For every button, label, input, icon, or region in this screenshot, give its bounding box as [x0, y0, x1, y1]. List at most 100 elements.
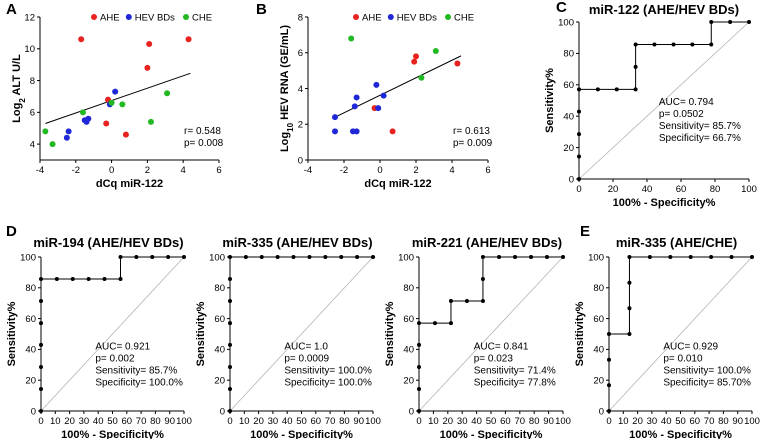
x-tick-label: 70 — [325, 416, 336, 427]
y-tick-label: 80 — [25, 283, 36, 294]
roc-point — [577, 154, 581, 159]
roc-point — [39, 342, 43, 347]
roc-point — [448, 321, 453, 326]
roc-point — [652, 42, 657, 47]
point-hev-bds — [332, 128, 338, 135]
point-hev-bds — [353, 128, 360, 135]
regression-line — [45, 72, 191, 124]
point-che — [119, 101, 126, 108]
roc-point — [577, 109, 581, 114]
roc-point — [545, 255, 550, 259]
point-ahe — [413, 53, 419, 60]
stat-text: Sensitivity= 71.4% — [474, 365, 556, 376]
y-label-part: Log — [11, 103, 23, 123]
y-tick-label: 2 — [298, 120, 303, 131]
y-label-part: ALT U/L — [11, 54, 23, 98]
roc-point — [647, 255, 652, 259]
x-tick-label: 10 — [50, 416, 61, 427]
x-tick-label: 6 — [216, 165, 221, 176]
reference-diagonal — [40, 256, 185, 412]
x-axis-label: 100% - Specificity% — [61, 429, 164, 439]
x-tick-label: 90 — [164, 416, 175, 427]
x-tick-label: 60 — [500, 416, 511, 427]
point-hev-bds — [351, 103, 358, 110]
y-tick-label: 0 — [31, 406, 36, 417]
x-tick-label: 90 — [543, 416, 554, 427]
x-tick-label: 6 — [485, 165, 490, 176]
stat-text: r= 0.613 — [453, 126, 490, 137]
legend-label: HEV BDs — [397, 13, 437, 24]
y-tick-label: 100 — [588, 252, 604, 263]
legend-label: HEV BDs — [135, 13, 175, 24]
y-axis-label: Sensitivity% — [544, 68, 556, 133]
x-tick-label: 4 — [181, 165, 186, 176]
point-che — [147, 118, 154, 125]
y-tick-label: 100 — [558, 17, 574, 28]
point-hev-bds — [65, 128, 72, 135]
x-tick-label: 2 — [145, 165, 150, 176]
roc-point — [228, 364, 232, 369]
y-tick-label: 0 — [569, 174, 574, 185]
panel-letter: B — [256, 1, 267, 18]
y-label-subscript: 2 — [18, 98, 27, 103]
point-che — [42, 128, 49, 135]
panel-b: B -4 -2 0 2 4 6 0 2 4 6 8 dCq miR-122 Log10 HEV RNA (… — [256, 1, 493, 190]
reference-diagonal — [229, 256, 374, 412]
point-hev-bds — [380, 92, 387, 99]
x-axis-label: 100% - Specificity% — [613, 197, 716, 209]
point-che — [432, 47, 439, 54]
x-tick-label: 50 — [107, 416, 118, 427]
roc-point — [417, 409, 421, 413]
roc-point — [627, 280, 632, 285]
roc-point — [595, 87, 600, 92]
x-axis-label: 100% - Specificity% — [250, 429, 353, 439]
roc-point — [39, 277, 43, 282]
x-tick-label: 0 — [576, 184, 581, 195]
roc-point — [480, 255, 485, 259]
y-tick-label: 0 — [599, 406, 604, 417]
roc-point — [464, 299, 469, 304]
y-tick-label: 40 — [403, 345, 414, 356]
y-tick-label: 60 — [214, 314, 225, 325]
roc-point — [529, 255, 534, 259]
y-tick-label: 6 — [298, 48, 303, 59]
stat-text: r= 0.548 — [184, 126, 221, 137]
roc-point — [709, 255, 714, 259]
y-tick-label: 12 — [24, 12, 35, 23]
stat-text: AUC= 1.0 — [284, 341, 328, 352]
x-tick-label: 70 — [136, 416, 147, 427]
point-ahe — [144, 64, 151, 71]
roc-point — [627, 332, 632, 336]
x-tick-label: 0 — [606, 416, 611, 427]
point-ahe — [389, 128, 396, 135]
stat-text: Specificity= 66.7% — [659, 133, 741, 144]
roc-point — [709, 20, 714, 24]
roc-point — [228, 255, 232, 259]
reference-diagonal — [608, 256, 753, 412]
y-tick-label: 60 — [403, 314, 414, 325]
y-axis-label: Sensitivity% — [6, 301, 18, 366]
x-tick-label: -4 — [304, 165, 312, 176]
point-ahe — [185, 36, 192, 43]
x-tick-label: 70 — [515, 416, 526, 427]
stat-text: Sensitivity= 85.7% — [95, 365, 177, 376]
roc-point — [633, 87, 638, 92]
point-hev-bds — [83, 118, 90, 125]
roc-point — [54, 277, 59, 282]
y-tick-label: 4 — [298, 84, 303, 95]
panel-letter: A — [6, 1, 17, 18]
x-tick-label: 60 — [311, 416, 322, 427]
y-tick-label: 20 — [403, 376, 414, 387]
panel-letter: E — [580, 223, 590, 240]
roc-point — [228, 299, 232, 304]
x-tick-label: 70 — [704, 416, 715, 427]
roc-point — [39, 299, 43, 304]
roc-point — [182, 255, 186, 259]
point-che — [108, 99, 115, 106]
x-tick-label: 50 — [296, 416, 307, 427]
chart-title: miR-221 (AHE/HEV BDs) — [412, 235, 562, 250]
roc-point — [323, 255, 328, 259]
roc-point — [668, 255, 673, 259]
